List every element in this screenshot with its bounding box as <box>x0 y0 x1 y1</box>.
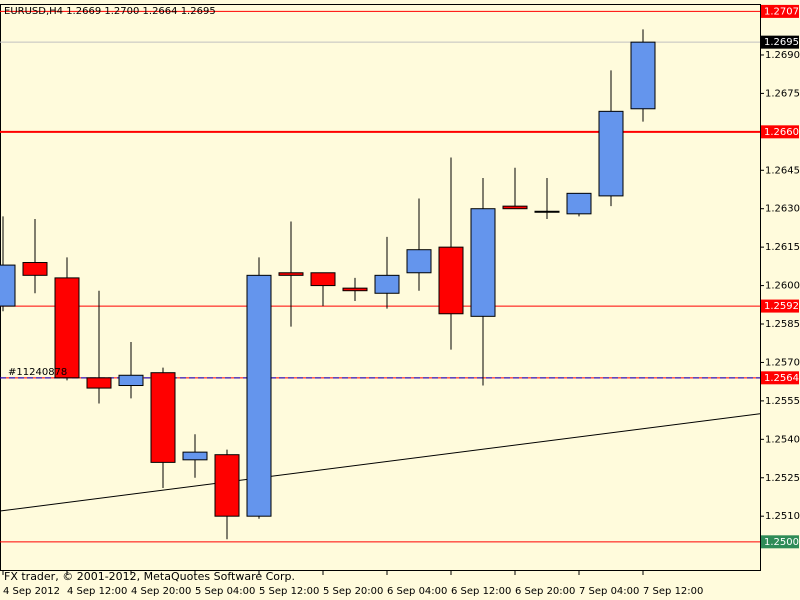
candle-body <box>54 277 80 379</box>
candle-body <box>118 374 144 387</box>
x-tick-label: 5 Sep 04:00 <box>195 586 255 597</box>
candle-body <box>598 110 624 197</box>
y-tick-label: 1.2570 <box>765 357 800 368</box>
candle-body <box>406 249 432 274</box>
axes: 1.2690 1.2675 1.2645 1.2630 1.2615 1.2600 1.25… <box>2 4 800 597</box>
level-label: 1.2564 <box>764 373 799 384</box>
level-label: 1.2695 <box>764 37 799 48</box>
level-label: 1.2500 <box>764 537 799 548</box>
y-tick-label: 1.2630 <box>765 204 800 215</box>
candle-body <box>150 372 176 463</box>
y-tick-label: 1.2690 <box>765 50 800 61</box>
x-tick-label: 6 Sep 20:00 <box>515 586 575 597</box>
y-tick-label: 1.2645 <box>765 165 800 176</box>
y-tick-label: 1.2510 <box>765 511 800 522</box>
x-tick-label: 7 Sep 12:00 <box>643 586 703 597</box>
candle-body <box>566 192 592 215</box>
candle-body <box>438 246 464 315</box>
y-tick-label: 1.2600 <box>765 281 800 292</box>
x-tick-label: 4 Sep 20:00 <box>131 586 191 597</box>
footer: FX trader, © 2001-2012, MetaQuotes Softw… <box>4 570 295 583</box>
y-tick-label: 1.2675 <box>765 88 800 99</box>
x-tick-label: 4 Sep 12:00 <box>67 586 127 597</box>
y-tick-label: 1.2615 <box>765 242 800 253</box>
level-label-bg <box>761 535 799 549</box>
trendline <box>0 413 760 512</box>
level-label-bg <box>761 299 799 313</box>
x-tick-label: 4 Sep 2012 <box>3 586 60 597</box>
x-tick-label: 5 Sep 20:00 <box>323 586 383 597</box>
candle-body <box>182 451 208 461</box>
y-tick-label: 1.2540 <box>765 434 800 445</box>
level-label-bg <box>761 125 799 139</box>
candle-body <box>214 454 240 517</box>
candle-body <box>0 264 16 307</box>
candle-body <box>86 377 112 389</box>
candle-body <box>310 272 336 287</box>
x-tick-label: 7 Sep 04:00 <box>579 586 639 597</box>
candle-body <box>342 287 368 292</box>
level-label-bg <box>761 4 799 18</box>
chart-title: EURUSD,H4 1.2669 1.2700 1.2664 1.2695 <box>4 6 216 17</box>
candle-body <box>278 272 304 276</box>
candle-body <box>502 205 528 210</box>
x-tick-label: 6 Sep 04:00 <box>387 586 447 597</box>
candle-body <box>630 41 656 110</box>
y-tick-label: 1.2555 <box>765 396 800 407</box>
level-label: 1.2707 <box>764 6 799 17</box>
candle-body <box>22 262 48 276</box>
plot <box>0 10 760 543</box>
level-label: 1.2592 <box>764 301 799 312</box>
order-label: #11240878 <box>8 367 67 378</box>
candle-body <box>470 208 496 317</box>
candle-body <box>534 210 560 213</box>
candle-body <box>246 274 272 517</box>
candle-body <box>374 274 400 294</box>
y-tick-label: 1.2585 <box>765 319 800 330</box>
x-tick-label: 6 Sep 12:00 <box>451 586 511 597</box>
level-label-bg <box>761 35 799 49</box>
level-label-bg <box>761 371 799 385</box>
level-label: 1.2660 <box>764 127 799 138</box>
y-tick-label: 1.2525 <box>765 473 800 484</box>
x-tick-label: 5 Sep 12:00 <box>259 586 319 597</box>
